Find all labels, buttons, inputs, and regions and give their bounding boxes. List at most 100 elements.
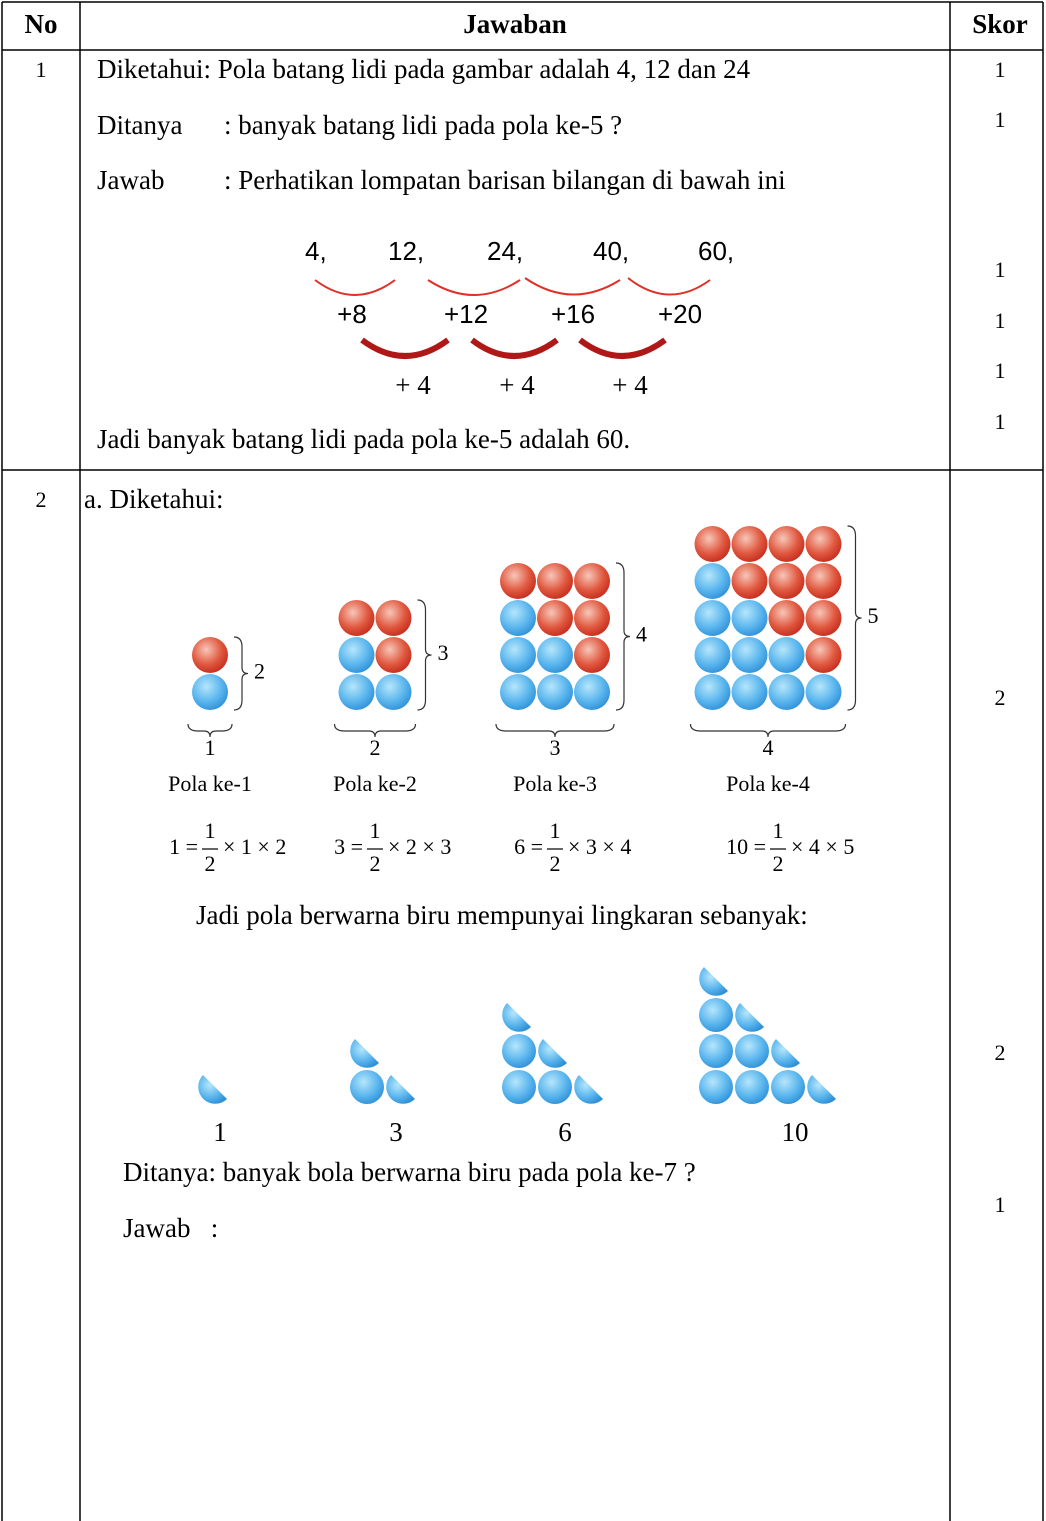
red-ball [731, 526, 768, 562]
blue-ball [538, 1070, 572, 1104]
side-brace [615, 562, 631, 711]
blue-ball [502, 1070, 536, 1104]
blue-half-ball [198, 1074, 228, 1104]
formula-rest: × 1 × 2 [223, 834, 286, 859]
known: Diketahui: Pola batang lidi pada gambar … [97, 54, 751, 84]
known: a. Diketahui: [84, 484, 223, 514]
red-ball [574, 637, 610, 673]
red-ball [731, 563, 768, 599]
formula-lhs: 6 = [514, 834, 543, 859]
row-number: 2 [36, 487, 47, 512]
sequence-term: 4, [305, 236, 327, 266]
blue-ball [694, 674, 731, 710]
blue-ball [699, 1034, 733, 1068]
side-brace [417, 599, 432, 711]
blue-ball [350, 1070, 384, 1104]
red-ball [375, 600, 412, 636]
blue-ball [338, 637, 375, 673]
score: 2 [995, 1040, 1006, 1065]
bottom-brace [689, 723, 847, 738]
score: 1 [995, 358, 1006, 383]
pattern-width: 3 [550, 735, 561, 760]
asked: : banyak batang lidi pada pola ke-5 ? [224, 110, 622, 140]
blue-count: 10 [782, 1117, 809, 1147]
score: 1 [995, 57, 1006, 82]
sequence-term: 40, [593, 236, 629, 266]
formula-rest: × 2 × 3 [388, 834, 451, 859]
formula-rest: × 4 × 5 [791, 834, 854, 859]
pattern-label: Pola ke-4 [726, 771, 810, 796]
pattern-width: 1 [205, 735, 216, 760]
blue-ball [500, 637, 536, 673]
red-ball [537, 563, 573, 599]
pattern-height: 3 [438, 640, 449, 665]
first-difference: +8 [337, 299, 367, 329]
blue-ball [537, 637, 573, 673]
blue-ball [731, 637, 768, 673]
red-ball [805, 637, 842, 673]
bottom-brace [333, 723, 417, 738]
second-difference: + 4 [499, 370, 535, 400]
blue-ball [735, 1034, 769, 1068]
blue-ball [699, 998, 733, 1032]
blue-ball [694, 563, 731, 599]
blue-half-ball [350, 1038, 380, 1068]
blue-ball [338, 674, 375, 710]
first-difference: +12 [444, 299, 488, 329]
asked: Ditanya: banyak bola berwarna biru pada … [123, 1157, 696, 1187]
blue-ball [375, 674, 412, 710]
pattern-width: 2 [370, 735, 381, 760]
score: 1 [995, 1192, 1006, 1217]
formula-lhs: 3 = [334, 834, 363, 859]
blue-half-ball [771, 1038, 801, 1068]
red-ball [805, 600, 842, 636]
pattern-label: Pola ke-2 [333, 771, 417, 796]
header-score: Skor [972, 9, 1028, 39]
blue-ball [768, 637, 805, 673]
red-ball [768, 600, 805, 636]
red-ball [768, 563, 805, 599]
blue-ball [771, 1070, 805, 1104]
sequence-term: 12, [388, 236, 424, 266]
red-ball [500, 563, 536, 599]
red-ball [537, 600, 573, 636]
score: 1 [995, 107, 1006, 132]
red-ball [338, 600, 375, 636]
score: 1 [995, 257, 1006, 282]
pattern-height: 5 [868, 603, 879, 628]
blue-count: 1 [213, 1117, 227, 1147]
red-ball [574, 600, 610, 636]
formula-denominator: 2 [773, 851, 784, 876]
second-difference: + 4 [612, 370, 648, 400]
pattern-height: 2 [254, 659, 265, 684]
formula-denominator: 2 [205, 851, 216, 876]
blue-ball [537, 674, 573, 710]
blue-ball [192, 674, 228, 710]
blue-half-ball [735, 1002, 765, 1032]
asked-label: Ditanya [97, 110, 182, 140]
blue-half-ball [699, 966, 729, 996]
second-difference: + 4 [395, 370, 431, 400]
red-ball [805, 526, 842, 562]
red-ball [805, 563, 842, 599]
blue-ball [768, 674, 805, 710]
blue-ball [500, 600, 536, 636]
header-no: No [25, 9, 58, 39]
formula-denominator: 2 [550, 851, 561, 876]
row-number: 1 [36, 57, 47, 82]
score: 1 [995, 308, 1006, 333]
difference-arcs [314, 277, 711, 359]
formula-numerator: 1 [370, 818, 381, 843]
blue-ball [502, 1034, 536, 1068]
header-answer: Jawaban [463, 9, 567, 39]
pattern-height: 4 [636, 622, 647, 647]
pattern-label: Pola ke-1 [168, 771, 252, 796]
pattern-label: Pola ke-3 [513, 771, 597, 796]
red-ball [574, 563, 610, 599]
bottom-brace [187, 723, 233, 738]
red-ball [192, 637, 228, 673]
conclusion: Jadi banyak batang lidi pada pola ke-5 a… [97, 424, 630, 454]
red-ball [375, 637, 412, 673]
